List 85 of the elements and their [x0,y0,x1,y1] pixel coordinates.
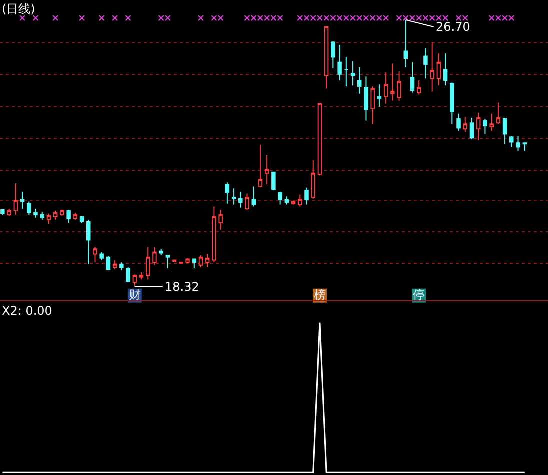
candlestick [443,52,448,86]
candlestick [186,258,190,264]
candlestick [232,188,236,206]
candlestick [522,142,527,152]
candlestick [252,186,256,208]
candlestick [159,248,164,256]
candlestick [390,63,395,102]
candlestick [338,44,342,81]
candlestick [225,182,230,204]
candlestick [112,260,118,270]
candlestick [291,200,296,206]
candlestick [358,66,362,94]
candlestick [410,62,415,94]
candlestick [93,246,98,263]
candlestick [298,194,302,208]
candlestick [166,254,170,269]
candlestick [80,216,84,224]
data-label: 停 [413,288,426,302]
candlestick [436,52,442,86]
candlestick [86,219,91,265]
candlestick [344,56,349,88]
candlestick [384,72,388,104]
candlestick [120,262,124,271]
candlestick [0,208,5,216]
candlestick [502,118,508,145]
candlestick [510,136,514,148]
candlestick [238,191,243,208]
candlestick [205,254,210,268]
candlestick [106,256,111,271]
candlestick [456,113,461,132]
candlestick [258,144,263,188]
candlestick [463,116,468,133]
candlestick [218,209,223,231]
candlestick [331,40,336,69]
annotation: 26.70 [436,20,470,34]
candlestick [7,208,12,217]
data-label: 财 [128,288,141,302]
candlestick [60,209,64,217]
candlestick [53,210,58,220]
candlestick [46,213,52,224]
candlestick [364,76,368,122]
candlestick [516,136,520,152]
candlestick [14,183,18,216]
candlestick [318,103,322,176]
candlestick [100,252,104,261]
candlestick [430,42,434,92]
candlestick [416,80,422,96]
candlestick [152,246,157,266]
candlestick [198,254,204,268]
candlestick [264,154,270,186]
candlestick [370,86,375,125]
annotation: 18.32 [165,280,200,294]
candlestick [245,193,250,210]
candlestick [278,191,282,206]
data-label: 榜 [314,288,326,302]
candlestick [192,258,197,269]
candlestick [34,208,38,218]
candlestick [27,201,32,216]
candlestick [146,246,150,280]
candlestick [139,272,144,280]
candlestick [311,160,316,200]
candlestick [490,113,494,132]
candlestick [20,191,25,210]
candlestick [496,102,501,125]
candlestick [350,60,356,86]
candlestick [73,212,78,220]
candlestick [470,118,474,140]
candlestick [377,84,382,108]
candlestick [304,187,309,206]
candlestick [476,112,481,141]
candlestick [132,274,138,288]
candlestick [66,209,71,224]
chart-title: X2: 0.00 [2,304,52,318]
candlestick [40,211,44,220]
candlestick [424,48,428,80]
chart-title: (日线) [2,2,36,16]
candlestick [172,260,177,263]
candlestick [272,172,276,192]
candlestick [450,82,454,125]
candlestick [324,26,329,90]
candlestick [284,196,290,206]
candlestick [397,71,402,102]
candlestick [126,267,130,283]
candlestick [212,206,216,263]
candlestick [483,118,488,135]
